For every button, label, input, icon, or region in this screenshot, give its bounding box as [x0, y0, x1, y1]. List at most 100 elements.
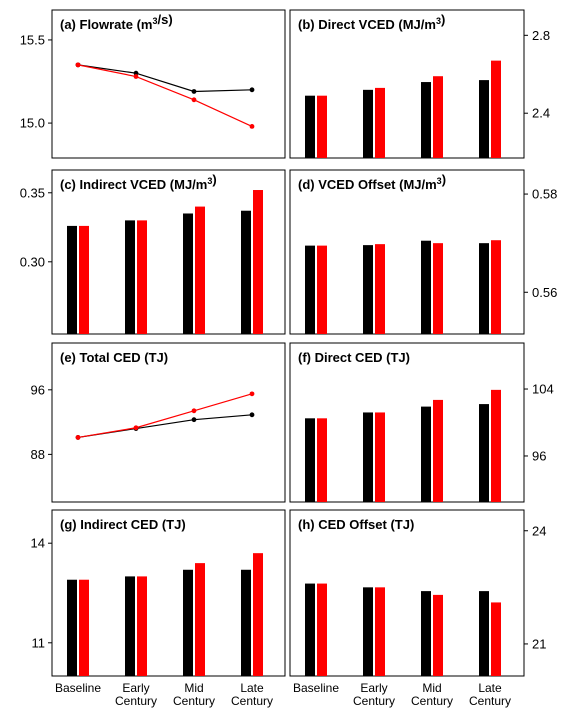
black-bar — [67, 225, 77, 334]
black-bar — [241, 210, 251, 334]
y-tick-label: 96 — [532, 448, 546, 463]
red-bar — [433, 594, 443, 676]
x-category-label: Century — [353, 694, 395, 708]
red-bar — [491, 240, 501, 334]
panel-f: (f) Direct CED (TJ) 96 104 — [289, 342, 554, 503]
red-bar — [317, 245, 327, 334]
x-category-label: Late — [478, 681, 502, 695]
panel-b-title: (b) Direct VCED (MJ/m3) — [298, 12, 445, 32]
panel-d-frame — [289, 169, 525, 335]
red-data-point — [133, 74, 139, 79]
red-bar — [137, 576, 147, 676]
x-category-label: Early — [360, 681, 387, 695]
y-tick-label: 24 — [532, 523, 546, 538]
x-category-label: Century — [469, 694, 511, 708]
title-part: /s) — [157, 12, 172, 27]
y-tick-label: 2.8 — [532, 28, 550, 43]
y-tick-label: 14 — [31, 536, 45, 551]
y-tick-label: 96 — [31, 382, 45, 397]
panel-f-frame — [289, 342, 525, 503]
panel-c-title: (c) Indirect VCED (MJ/m3) — [60, 172, 217, 192]
black-bar — [363, 89, 373, 158]
panel-c-frame — [51, 169, 286, 335]
title-part: (c) Indirect VCED (MJ/m — [60, 177, 207, 192]
panel-c: (c) Indirect VCED (MJ/m3) 0.30 0.35 — [20, 169, 286, 335]
black-bar — [363, 245, 373, 334]
black-bar — [363, 587, 373, 676]
panel-g-frame — [51, 509, 286, 677]
black-bar — [479, 591, 489, 676]
black-bar — [125, 220, 135, 334]
red-series-line — [77, 393, 253, 439]
black-bar — [479, 404, 489, 502]
y-tick-label: 11 — [32, 635, 46, 650]
y-tick-label: 21 — [532, 636, 546, 651]
red-data-point — [75, 62, 81, 68]
panel-f-title: (f) Direct CED (TJ) — [298, 350, 410, 365]
panel-h-frame — [289, 509, 525, 677]
black-bar — [421, 82, 431, 158]
red-bar — [317, 95, 327, 158]
title-part: (b) Direct VCED (MJ/m — [298, 17, 436, 32]
title-part: (f) Direct CED (TJ) — [298, 350, 410, 365]
black-bar — [183, 569, 193, 676]
black-data-point — [249, 412, 255, 418]
red-bar — [375, 587, 385, 676]
black-data-point — [249, 87, 255, 93]
title-part: (h) CED Offset (TJ) — [298, 517, 414, 532]
y-tick-label: 15.0 — [20, 116, 45, 131]
red-bar — [253, 190, 263, 334]
panel-b: (b) Direct VCED (MJ/m3) 2.4 2.8 — [289, 9, 550, 159]
x-category-label: Late — [240, 681, 264, 695]
x-category-label: Early — [122, 681, 149, 695]
panel-e-frame — [51, 342, 286, 503]
title-part: (g) Indirect CED (TJ) — [60, 517, 186, 532]
title-part: (a) Flowrate (m — [60, 17, 152, 32]
panel-g-title: (g) Indirect CED (TJ) — [60, 517, 186, 532]
red-bar — [317, 418, 327, 502]
red-bar — [137, 220, 147, 334]
black-series-line — [77, 64, 253, 93]
title-part: (d) VCED Offset (MJ/m — [298, 177, 437, 192]
x-category-label: Century — [115, 694, 157, 708]
black-bar — [305, 245, 315, 334]
black-data-point — [191, 89, 197, 94]
x-category-label: Century — [173, 694, 215, 708]
black-bar — [183, 213, 193, 334]
black-bar — [421, 591, 431, 676]
black-bar — [363, 412, 373, 502]
red-bar — [79, 225, 89, 334]
red-series-line — [77, 64, 253, 127]
title-superscript: 3 — [207, 176, 212, 186]
panel-a-title: (a) Flowrate (m3/s) — [60, 12, 173, 32]
black-bar — [125, 576, 135, 676]
panel-e-title: (e) Total CED (TJ) — [60, 350, 168, 365]
red-bar — [195, 563, 205, 676]
red-bar — [433, 399, 443, 502]
red-data-point — [249, 124, 255, 129]
red-bar — [195, 206, 205, 334]
title-superscript: 3 — [152, 16, 157, 26]
red-data-point — [191, 408, 197, 414]
red-bar — [375, 412, 385, 502]
red-bar — [433, 76, 443, 158]
title-part: (e) Total CED (TJ) — [60, 350, 168, 365]
red-bar — [253, 553, 263, 676]
black-bar — [421, 240, 431, 334]
panel-d: (d) VCED Offset (MJ/m3) 0.56 0.58 — [289, 169, 557, 335]
red-data-point — [133, 425, 139, 431]
panel-a: (a) Flowrate (m3/s) 15.0 15.5 — [20, 9, 286, 159]
y-tick-label: 15.5 — [20, 32, 45, 47]
black-data-point — [133, 70, 139, 76]
title-part: ) — [441, 12, 445, 27]
red-bar — [491, 602, 501, 676]
red-bar — [317, 583, 327, 676]
y-tick-label: 88 — [31, 447, 45, 462]
panel-h-title: (h) CED Offset (TJ) — [298, 517, 414, 532]
red-data-point — [191, 97, 197, 103]
title-superscript: 3 — [437, 176, 442, 186]
black-data-point — [191, 417, 197, 423]
red-bar — [375, 244, 385, 334]
